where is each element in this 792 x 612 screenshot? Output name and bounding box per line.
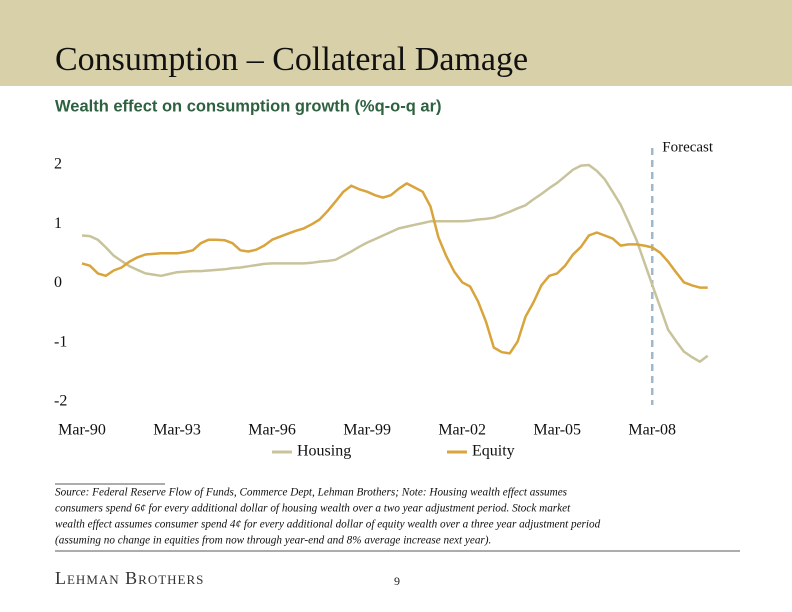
series-line	[81, 163, 709, 363]
source-note: (assuming no change in equities from now…	[55, 535, 491, 547]
x-tick-label: Mar-90	[58, 422, 106, 439]
header-band	[0, 0, 792, 86]
source-note: consumers spend 6¢ for every additional …	[55, 503, 571, 515]
x-tick-label: Mar-93	[153, 422, 201, 439]
source-note: wealth effect assumes consumer spend 4¢ …	[55, 519, 601, 531]
x-tick-label: Mar-02	[438, 422, 486, 439]
legend-label: Housing	[297, 443, 351, 460]
logo: Lehman Brothers	[55, 568, 204, 588]
y-tick-label: 2	[54, 156, 62, 173]
y-tick-label: -2	[54, 393, 67, 410]
x-tick-label: Mar-05	[533, 422, 581, 439]
x-tick-label: Mar-96	[248, 422, 296, 439]
x-tick-label: Mar-99	[343, 422, 391, 439]
chart-title: Wealth effect on consumption growth (%q-…	[55, 97, 442, 115]
y-tick-label: 1	[54, 215, 62, 232]
x-tick-label: Mar-08	[628, 422, 676, 439]
y-tick-label: -1	[54, 333, 67, 350]
slide-title: Consumption – Collateral Damage	[55, 41, 528, 78]
forecast-label: Forecast	[662, 139, 714, 155]
y-tick-label: 0	[54, 274, 62, 291]
legend-label: Equity	[472, 443, 515, 460]
series-line	[81, 182, 708, 355]
source-note: Source: Federal Reserve Flow of Funds, C…	[55, 487, 568, 499]
page-number: 9	[394, 574, 400, 588]
